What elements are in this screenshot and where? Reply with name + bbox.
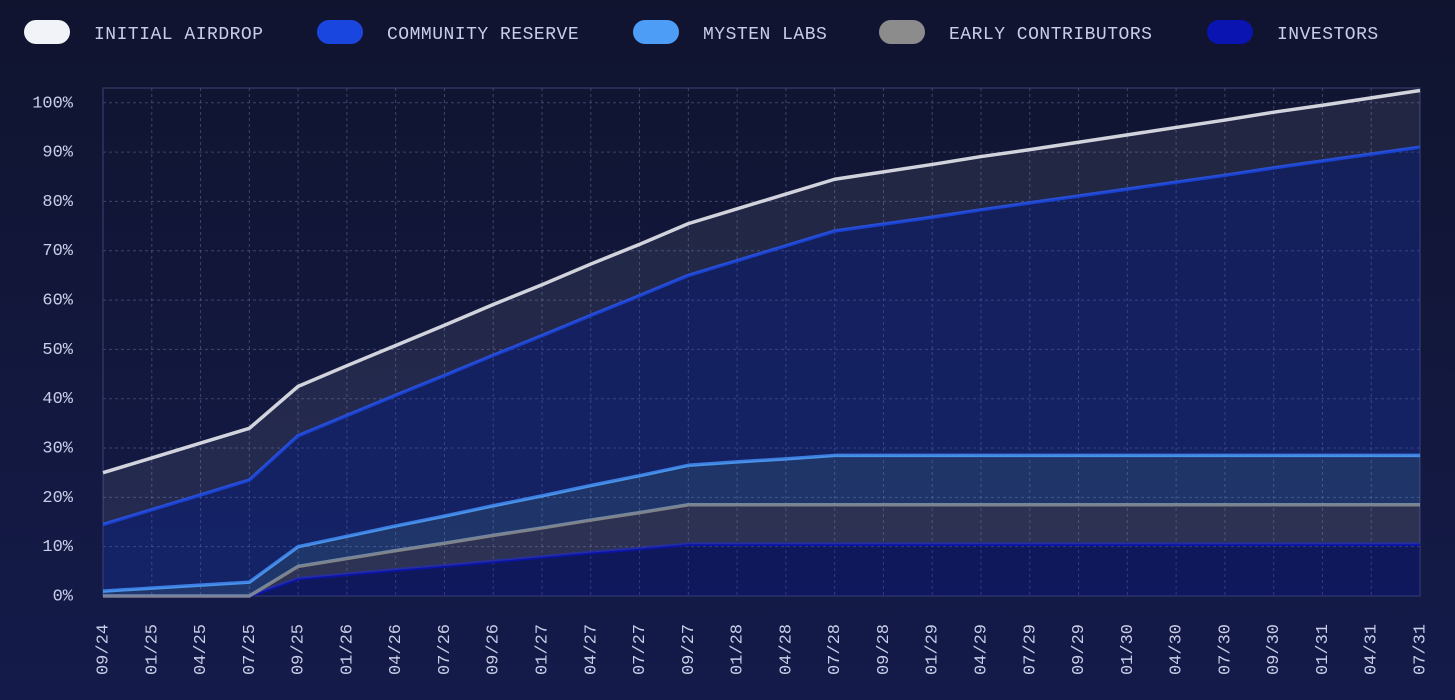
x-tick-label: 04/30 xyxy=(1168,624,1187,675)
x-tick-label: 07/25 xyxy=(241,624,260,675)
x-tick-label: 09/26 xyxy=(485,624,504,675)
area xyxy=(103,90,1420,525)
legend-label: EARLY CONTRIBUTORS xyxy=(949,25,1152,45)
line xyxy=(102,145,1421,527)
y-tick-label: 70% xyxy=(42,242,73,261)
x-tick-label: 07/27 xyxy=(631,624,650,675)
legend-label: COMMUNITY RESERVE xyxy=(387,25,579,45)
area xyxy=(103,504,1420,596)
y-tick-label: 50% xyxy=(42,341,73,360)
x-tick-label: 07/30 xyxy=(1216,624,1235,675)
x-tick-label: 04/25 xyxy=(192,624,211,675)
line xyxy=(103,503,1420,598)
legend-label: INVESTORS xyxy=(1277,25,1379,45)
y-tick-label: 90% xyxy=(42,144,73,163)
x-tick-label: 07/29 xyxy=(1021,624,1040,675)
legend-swatch xyxy=(317,20,363,44)
plot-border xyxy=(102,87,1421,597)
x-tick-label: 01/25 xyxy=(143,624,162,675)
x-tick-label: 01/26 xyxy=(338,624,357,675)
x-tick-label: 09/27 xyxy=(680,624,699,675)
line xyxy=(102,88,1421,475)
legend-swatch xyxy=(1207,20,1253,44)
x-tick-label: 04/26 xyxy=(387,624,406,675)
x-tick-label: 01/27 xyxy=(533,624,552,675)
y-tick-label: 100% xyxy=(32,94,74,113)
x-tick-label: 07/26 xyxy=(436,624,455,675)
line xyxy=(102,453,1420,593)
legend-swatch xyxy=(633,20,679,44)
x-tick-label: 07/28 xyxy=(826,624,845,675)
x-tick-label: 01/31 xyxy=(1314,624,1333,675)
area xyxy=(103,455,1420,596)
x-tick-label: 04/29 xyxy=(972,624,991,675)
x-tick-label: 04/28 xyxy=(777,624,796,675)
x-tick-label: 09/28 xyxy=(875,624,894,675)
x-tick-label: 09/30 xyxy=(1265,624,1284,675)
y-tick-label: 80% xyxy=(42,193,73,212)
legend-label: INITIAL AIRDROP xyxy=(94,25,264,45)
y-tick-label: 0% xyxy=(53,587,74,606)
x-tick-label: 07/31 xyxy=(1411,624,1430,675)
x-tick-label: 09/29 xyxy=(1070,624,1089,675)
x-tick-label: 04/27 xyxy=(582,624,601,675)
x-tick-label: 01/30 xyxy=(1119,624,1138,675)
x-tick-label: 01/29 xyxy=(924,624,943,675)
y-tick-label: 30% xyxy=(42,440,73,459)
y-tick-label: 10% xyxy=(42,538,73,557)
area xyxy=(103,147,1420,592)
x-tick-label: 09/24 xyxy=(94,624,113,675)
x-tick-label: 04/31 xyxy=(1363,624,1382,675)
legend-swatch xyxy=(879,20,925,44)
x-tick-label: 01/28 xyxy=(729,624,748,675)
x-tick-label: 09/25 xyxy=(290,624,309,675)
y-tick-label: 60% xyxy=(42,292,73,311)
line xyxy=(103,542,1420,598)
legend-swatch xyxy=(24,20,70,44)
y-tick-label: 40% xyxy=(42,390,73,409)
y-tick-label: 20% xyxy=(42,489,73,508)
legend-label: MYSTEN LABS xyxy=(703,25,827,45)
area xyxy=(103,544,1420,596)
